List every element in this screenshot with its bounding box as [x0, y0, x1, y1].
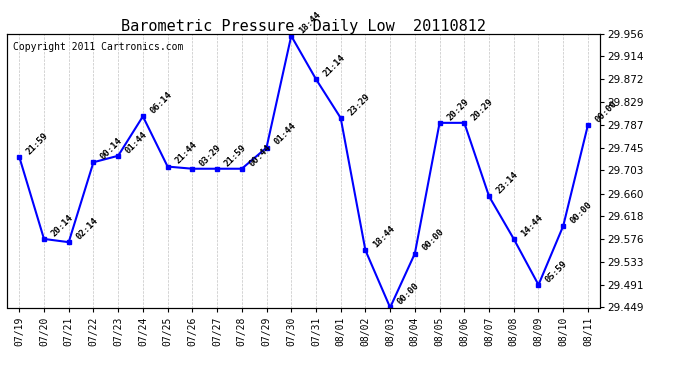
Text: 01:44: 01:44 [124, 130, 149, 155]
Text: 06:14: 06:14 [148, 90, 174, 116]
Text: 02:14: 02:14 [75, 216, 99, 242]
Text: 14:44: 14:44 [520, 213, 544, 238]
Text: 21:59: 21:59 [25, 131, 50, 156]
Text: 23:29: 23:29 [346, 92, 372, 117]
Text: 05:59: 05:59 [544, 259, 569, 284]
Text: 00:44: 00:44 [247, 142, 273, 168]
Text: Barometric Pressure  Daily Low  20110812: Barometric Pressure Daily Low 20110812 [121, 19, 486, 34]
Text: 23:14: 23:14 [495, 170, 520, 195]
Text: 00:14: 00:14 [99, 136, 124, 162]
Text: 20:14: 20:14 [50, 213, 75, 238]
Text: 00:00: 00:00 [420, 227, 446, 253]
Text: 20:29: 20:29 [445, 97, 471, 122]
Text: 03:29: 03:29 [198, 142, 224, 168]
Text: 18:44: 18:44 [371, 224, 396, 249]
Text: 00:00: 00:00 [395, 281, 421, 307]
Text: 18:44: 18:44 [297, 10, 322, 35]
Text: 21:14: 21:14 [322, 53, 347, 78]
Text: 21:44: 21:44 [173, 140, 199, 166]
Text: Copyright 2011 Cartronics.com: Copyright 2011 Cartronics.com [13, 42, 184, 52]
Text: 00:00: 00:00 [593, 99, 619, 124]
Text: 01:44: 01:44 [272, 122, 297, 147]
Text: 20:29: 20:29 [470, 97, 495, 122]
Text: 21:59: 21:59 [223, 142, 248, 168]
Text: 00:00: 00:00 [569, 200, 594, 225]
